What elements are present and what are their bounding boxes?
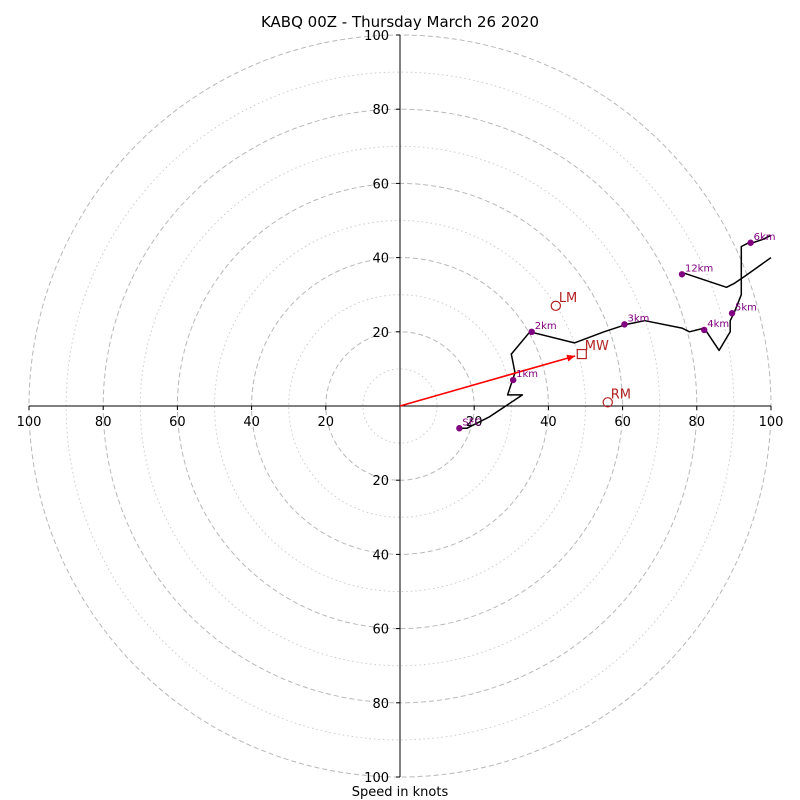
y-tick-label: 80 [372, 103, 389, 118]
height-marker-label: 6km [754, 232, 776, 243]
y-tick-label: 60 [372, 623, 389, 638]
x-tick-label: 80 [689, 415, 706, 430]
x-tick-label: 40 [540, 415, 557, 430]
chart-title: KABQ 00Z - Thursday March 26 2020 [261, 13, 539, 31]
x-tick-label: 20 [318, 415, 335, 430]
y-tick-label: 80 [372, 697, 389, 712]
storm-motion-label: LM [559, 291, 577, 306]
y-tick-label: 100 [364, 29, 389, 44]
height-marker [747, 239, 754, 246]
mean-wind-vector [399, 354, 576, 407]
storm-motion-marker [550, 300, 562, 312]
height-marker [728, 310, 736, 317]
storm-motion-marker [576, 348, 587, 360]
height-marker [621, 321, 628, 328]
x-tick-label: 100 [759, 415, 784, 430]
tick-labels: 100 80 60 40 20 20 40 60 80 100100806040202040608… [17, 29, 784, 786]
mean-wind-arrowhead [566, 354, 576, 362]
upper-hodograph-trace [681, 256, 772, 289]
mean-wind-shaft [399, 355, 576, 407]
x-tick-label: 60 [614, 415, 631, 430]
height-marker [701, 326, 708, 334]
height-marker [678, 271, 686, 278]
y-tick-label: 60 [372, 177, 389, 192]
storm-motion-label: RM [611, 387, 631, 402]
height-marker-label: 12km [685, 263, 713, 274]
x-tick-label: 80 [95, 415, 112, 430]
x-tick-label: 60 [169, 415, 186, 430]
y-tick-label: 100 [364, 771, 389, 786]
height-marker-label: 1km [516, 369, 538, 380]
storm-motion-label: MW [585, 339, 609, 354]
y-tick-label: 20 [372, 474, 389, 489]
hodograph-trace [459, 234, 772, 430]
height-marker-label: 5km [735, 302, 757, 313]
x-tick-label: 40 [243, 415, 260, 430]
height-markers: SFC 1km 2km 3km 4km 5km 6km 12km [456, 232, 776, 432]
y-tick-label: 40 [372, 548, 389, 563]
x-tick-label: 100 [17, 415, 42, 430]
storm-motion-marker [602, 397, 613, 408]
height-marker-label: SFC [462, 417, 481, 428]
height-marker [528, 328, 535, 335]
height-marker [509, 376, 517, 384]
height-marker-label: 3km [627, 313, 649, 324]
storm-motion-markers: LM MW RM [550, 291, 631, 408]
y-tick-label: 40 [372, 252, 389, 267]
y-tick-label: 20 [372, 326, 389, 341]
height-marker [456, 425, 463, 432]
x-axis-label: Speed in knots [352, 785, 449, 800]
hodograph-lines [459, 234, 772, 430]
height-marker-label: 2km [535, 321, 557, 332]
height-marker-label: 4km [707, 319, 729, 330]
